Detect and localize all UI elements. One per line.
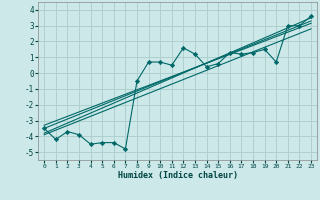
X-axis label: Humidex (Indice chaleur): Humidex (Indice chaleur) [118,171,238,180]
